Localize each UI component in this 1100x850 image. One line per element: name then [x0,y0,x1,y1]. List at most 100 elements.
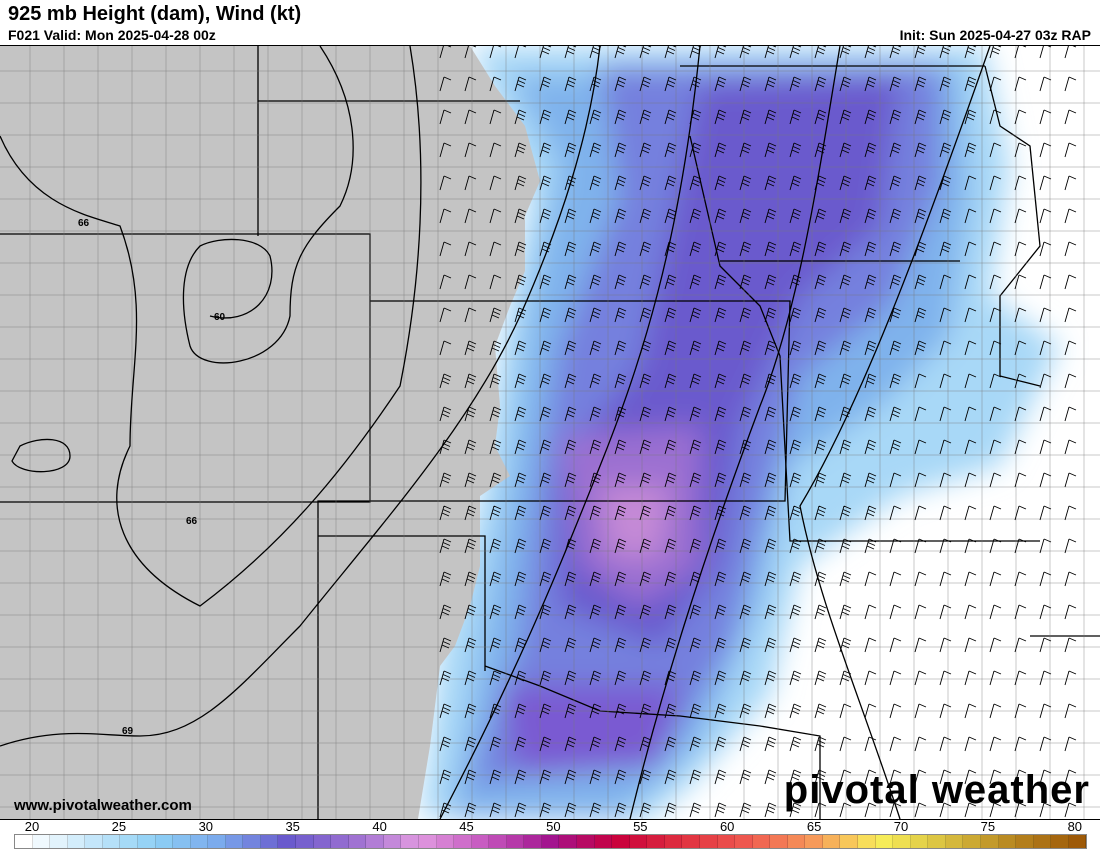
wind-barb [664,670,677,686]
colorbar-cell [436,835,455,848]
wind-barb [664,637,677,653]
wind-barb [539,175,552,191]
wind-barb [1014,373,1027,389]
wind-barb [614,46,627,59]
wind-barb [839,208,852,224]
wind-barb [839,439,852,455]
wind-barb [464,208,477,224]
wind-barb [489,406,502,422]
wind-barb [439,538,452,554]
wind-barb [1039,769,1052,785]
wind-barb [964,439,977,455]
wind-barb [864,208,877,224]
wind-barb [439,274,452,290]
wind-barb [839,76,852,92]
colorbar-cell [963,835,981,848]
wind-barb [889,406,902,422]
wind-barb [739,373,752,389]
wind-barb [1064,604,1077,620]
wind-barb [914,670,927,686]
wind-barb [789,142,802,158]
wind-barb [764,637,777,653]
map-title: 925 mb Height (dam), Wind (kt) [8,3,302,25]
wind-barb [864,274,877,290]
wind-barb [864,703,877,719]
colorbar-tick-label: 60 [719,819,735,834]
wind-barb [814,571,827,587]
wind-barb [539,439,552,455]
wind-barb [1014,769,1027,785]
colorbar-cell [1051,835,1069,848]
wind-barb [914,76,927,92]
wind-barb [664,373,677,389]
wind-barb [439,142,452,158]
wind-barb [714,274,727,290]
wind-barb [539,373,552,389]
wind-barb [939,208,952,224]
wind-barb [589,703,602,719]
wind-barb [589,736,602,752]
wind-barb [789,604,802,620]
weather-map[interactable]: 66 60 66 69 [0,45,1100,820]
wind-barb [714,241,727,257]
wind-barb [689,241,702,257]
wind-barb [564,46,577,59]
wind-barb [489,340,502,356]
wind-barb [814,109,827,125]
wind-barb [839,46,852,59]
wind-barb [664,109,677,125]
colorbar-cell [1016,835,1034,848]
wind-barb [764,208,777,224]
wind-barb [839,604,852,620]
wind-barb [1039,274,1052,290]
wind-barb [1064,703,1077,719]
wind-barb [714,142,727,158]
wind-barb [1039,241,1052,257]
wind-barb [589,637,602,653]
wind-barb [739,637,752,653]
wind-barb [514,604,527,620]
wind-barb [464,46,477,59]
wind-barb [514,142,527,158]
height-contours [0,46,991,819]
colorbar-cell [858,835,876,848]
colorbar-cell [366,835,384,848]
wind-barb [939,274,952,290]
wind-barb [939,142,952,158]
colorbar-cell [348,835,367,848]
wind-barb [739,670,752,686]
wind-barb [789,76,802,92]
wind-barb [964,571,977,587]
contour-label: 69 [122,726,134,737]
wind-barb [614,769,627,785]
wind-barb [439,208,452,224]
wind-barb [714,76,727,92]
wind-barb [539,274,552,290]
wind-barb [839,571,852,587]
wind-barb [964,406,977,422]
wind-barb [539,76,552,92]
wind-barb [439,736,452,752]
wind-barb [814,406,827,422]
wind-barb [939,406,952,422]
wind-barb [839,472,852,488]
wind-barb [589,439,602,455]
colorbar-cell [155,835,174,848]
wind-barb [789,703,802,719]
colorbar-cell [1033,835,1052,848]
wind-barb [1039,109,1052,125]
colorbar-cell [313,835,332,848]
wind-barb [664,538,677,554]
wind-barb [439,505,452,521]
wind-barb [1064,769,1077,785]
wind-barb [739,109,752,125]
wind-barb [739,703,752,719]
wind-barb [639,505,652,521]
colorbar-tick-label: 75 [980,819,996,834]
wind-barb [1039,76,1052,92]
colorbar-cell [699,835,718,848]
colorbar-cell [243,835,261,848]
wind-barb [1014,274,1027,290]
wind-barb [489,175,502,191]
wind-barb [789,670,802,686]
